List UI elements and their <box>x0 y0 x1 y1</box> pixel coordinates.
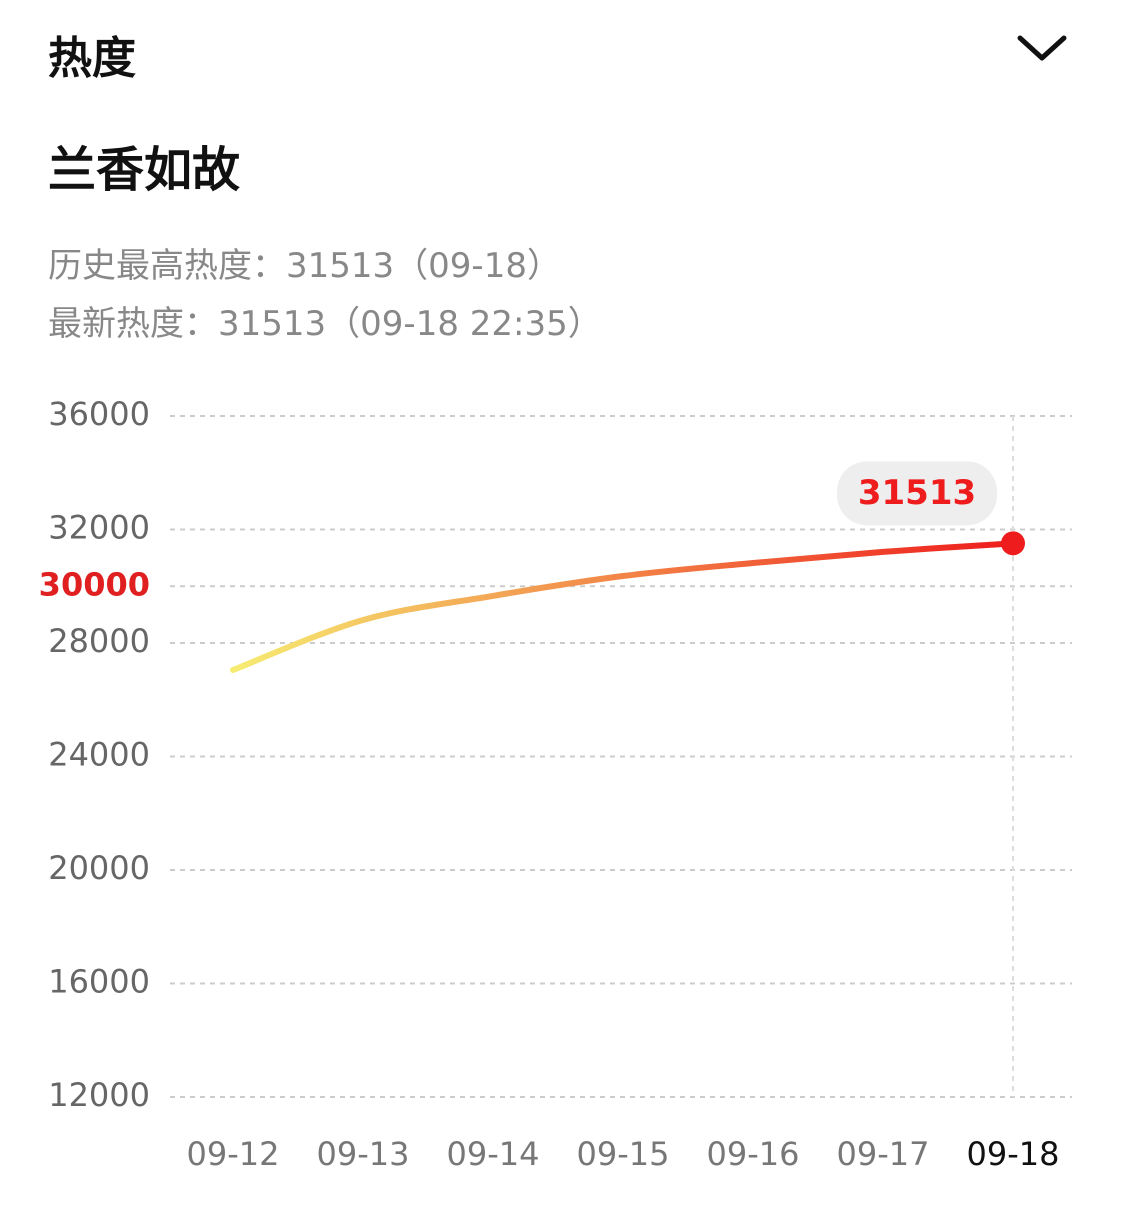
y-tick-label: 12000 <box>48 1076 150 1114</box>
tooltip-bg <box>837 461 997 526</box>
x-tick-label: 09-13 <box>317 1135 410 1173</box>
x-tick-label: 09-16 <box>707 1135 800 1173</box>
y-tick-label: 32000 <box>48 509 150 547</box>
y-tick-label: 24000 <box>48 736 150 774</box>
line <box>230 540 1016 673</box>
y-tick-label: 36000 <box>48 395 150 433</box>
x-tick-label: 09-17 <box>837 1135 930 1173</box>
history-high: 历史最高热度：31513（09-18） <box>48 246 561 286</box>
x-tick-label: 09-15 <box>577 1135 670 1173</box>
y-tick-label: 16000 <box>48 963 150 1001</box>
section-title: 热度 <box>48 33 136 84</box>
x-tick-label: 09-14 <box>447 1135 540 1173</box>
reference-label: 30000 <box>39 565 150 603</box>
collapse-button[interactable] <box>1012 30 1072 70</box>
item-name: 兰香如故 <box>48 142 241 198</box>
latest-heat: 最新热度：31513（09-18 22:35） <box>48 304 602 344</box>
selected-point <box>1001 531 1025 556</box>
y-tick-label: 20000 <box>48 849 150 887</box>
x-tick-label: 09-12 <box>187 1135 280 1173</box>
x-tick-label: 09-18 <box>967 1135 1060 1173</box>
tooltip-value: 31513 <box>858 473 976 513</box>
y-tick-label: 28000 <box>48 622 150 660</box>
